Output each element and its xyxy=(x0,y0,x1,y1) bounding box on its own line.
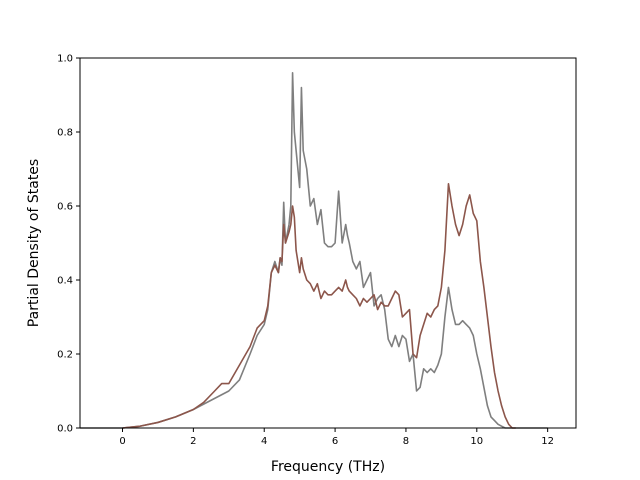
series-line-2 xyxy=(122,183,516,429)
x-tick-label: 6 xyxy=(332,436,338,447)
y-tick-label: 1.0 xyxy=(57,54,73,65)
x-tick-label: 2 xyxy=(190,436,196,447)
y-tick-label: 0.4 xyxy=(57,276,73,287)
x-tick-label: 10 xyxy=(470,436,483,447)
y-axis-label: Partial Density of States xyxy=(26,159,42,327)
y-axis: 0.0 0.2 0.4 0.6 0.8 1.0 xyxy=(57,54,80,435)
plot-area xyxy=(79,57,577,429)
y-tick-label: 0.2 xyxy=(57,350,73,361)
x-tick-label: 0 xyxy=(119,436,125,447)
x-tick-label: 12 xyxy=(541,436,554,447)
x-tick-label: 8 xyxy=(403,436,409,447)
x-tick-label: 4 xyxy=(261,436,267,447)
y-tick-label: 0.8 xyxy=(57,128,73,139)
y-tick-label: 0.6 xyxy=(57,202,73,213)
y-tick-label: 0.0 xyxy=(57,424,73,435)
x-axis: 0 2 4 6 8 10 12 xyxy=(119,428,554,447)
series-layer xyxy=(80,72,548,429)
x-axis-label: Frequency (THz) xyxy=(271,459,385,475)
